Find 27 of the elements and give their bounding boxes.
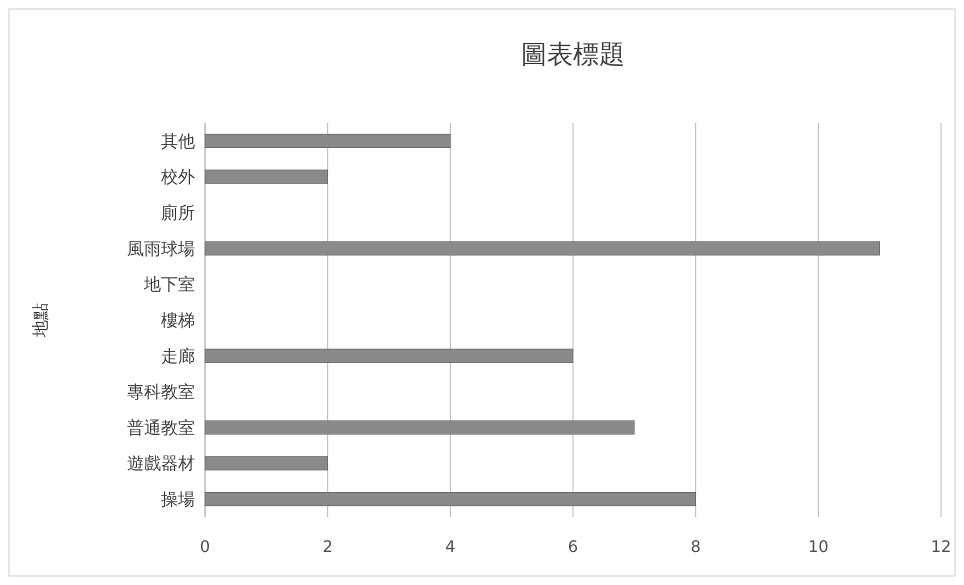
y-tick-label: 地下室: [143, 275, 195, 296]
y-tick-label: 普通教室: [127, 418, 195, 438]
y-tick-label: 專科教室: [127, 382, 195, 403]
bar: [204, 170, 328, 184]
x-tick-label: 12: [930, 537, 952, 556]
x-tick-label: 2: [322, 537, 333, 556]
y-tick-label: 其他: [161, 132, 195, 152]
chart-title: 圖表標題: [521, 40, 625, 70]
x-tick-label: 6: [568, 537, 578, 556]
bar: [204, 420, 635, 435]
bar: [204, 134, 451, 148]
y-tick-label: 樓梯: [161, 310, 195, 331]
y-tick-label: 風雨球場: [127, 239, 195, 260]
y-tick-label: 走廊: [161, 346, 195, 367]
bar: [204, 241, 880, 256]
y-tick-label: 校外: [160, 168, 195, 188]
x-tick-label: 4: [445, 537, 456, 556]
bar: [204, 492, 696, 506]
bar: [204, 348, 574, 363]
x-tick-label: 0: [200, 537, 210, 556]
x-tick-label: 8: [690, 537, 701, 556]
y-tick-label: 操場: [161, 490, 195, 510]
x-tick-label: 10: [808, 537, 829, 556]
y-tick-label: 遊戲器材: [127, 454, 195, 474]
bar: [204, 456, 328, 470]
y-axis-title: 地點: [31, 303, 51, 338]
y-tick-label: 廁所: [161, 203, 195, 224]
